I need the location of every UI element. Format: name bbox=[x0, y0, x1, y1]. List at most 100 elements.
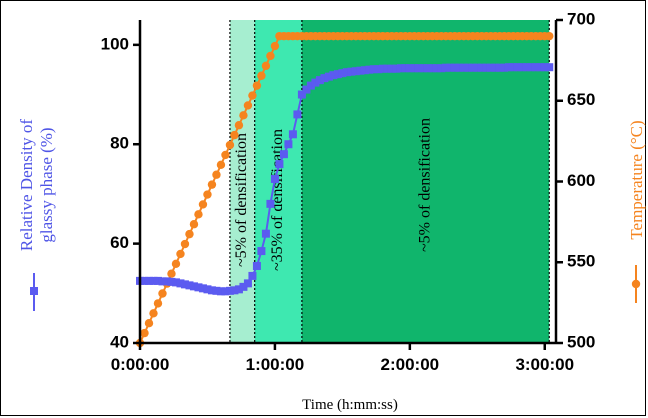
temperature-point bbox=[189, 220, 199, 229]
temperature-point bbox=[230, 130, 239, 140]
left-axis-title: Relative Density of glassy phase (%) bbox=[17, 119, 56, 252]
density-point bbox=[302, 85, 311, 94]
density-point bbox=[333, 70, 342, 79]
density-point bbox=[468, 63, 477, 72]
density-point bbox=[531, 63, 540, 72]
density-point bbox=[212, 286, 221, 295]
axis-labels: Time (h:mm:ss) Relative Density of glassy … bbox=[17, 119, 646, 413]
temperature-point bbox=[185, 229, 194, 239]
y-left-tick-label: 80 bbox=[110, 134, 129, 153]
x-axis-title: Time (h:mm:ss) bbox=[302, 397, 398, 413]
left-axis-title-line: Relative Density of bbox=[17, 119, 36, 252]
temperature-point bbox=[545, 31, 554, 41]
density-point bbox=[392, 64, 401, 73]
density-point bbox=[153, 276, 162, 285]
band-label-3: ~5% of densification bbox=[416, 118, 433, 252]
density-point bbox=[284, 140, 293, 149]
density-point bbox=[248, 271, 257, 280]
temperature-point bbox=[171, 259, 181, 269]
temperature-point bbox=[225, 140, 235, 150]
density-point bbox=[351, 67, 360, 76]
density-point bbox=[167, 277, 176, 286]
temperature-point bbox=[261, 61, 271, 71]
density-point bbox=[207, 286, 216, 295]
series-layer bbox=[135, 31, 554, 348]
density-point bbox=[387, 64, 396, 73]
temperature-point bbox=[180, 239, 190, 249]
density-point bbox=[252, 261, 261, 270]
temperature-point bbox=[158, 289, 167, 298]
density-point bbox=[504, 63, 513, 72]
density-point bbox=[401, 64, 410, 73]
density-point bbox=[437, 64, 446, 73]
density-point bbox=[500, 63, 509, 72]
density-point bbox=[369, 65, 378, 74]
temperature-point bbox=[153, 299, 163, 308]
density-point bbox=[234, 285, 243, 294]
density-point bbox=[162, 277, 171, 286]
density-point bbox=[194, 283, 203, 292]
density-point bbox=[225, 286, 234, 295]
density-point bbox=[149, 276, 158, 285]
density-point bbox=[527, 63, 536, 72]
band-label-1: ~5% of densification bbox=[233, 133, 250, 267]
density-point bbox=[176, 279, 185, 288]
density-point bbox=[378, 64, 387, 73]
x-tick-label: 0:00:00 bbox=[111, 355, 170, 374]
temperature-point bbox=[194, 210, 203, 219]
density-point bbox=[513, 63, 522, 72]
y-left-tick-label: 60 bbox=[110, 233, 129, 252]
density-point bbox=[158, 277, 167, 286]
density-point bbox=[306, 81, 315, 90]
density-point bbox=[459, 63, 468, 72]
temperature-point bbox=[257, 71, 266, 80]
density-point bbox=[495, 63, 504, 72]
temperature-point bbox=[212, 170, 221, 179]
density-point bbox=[360, 66, 369, 75]
temperature-point bbox=[234, 121, 244, 130]
density-point bbox=[216, 287, 225, 296]
density-point bbox=[342, 68, 351, 77]
density-point bbox=[315, 76, 324, 85]
right-axis-title: Temperature (°C) bbox=[627, 120, 646, 239]
y-right-tick-label: 600 bbox=[567, 171, 595, 190]
density-point bbox=[545, 63, 554, 72]
temperature-point bbox=[176, 249, 185, 259]
density-point bbox=[540, 63, 549, 72]
temperature-point bbox=[207, 180, 217, 189]
density-point bbox=[441, 63, 450, 72]
density-point bbox=[518, 63, 527, 72]
density-point bbox=[374, 65, 383, 74]
axes: 40 60 80 100 500 550 600 650 700 0:00:00 1:00:00 2:… bbox=[101, 9, 596, 374]
density-point bbox=[338, 69, 347, 78]
density-point bbox=[396, 64, 405, 73]
temperature-point bbox=[239, 111, 248, 120]
density-point bbox=[482, 63, 491, 72]
y-right-tick-label: 500 bbox=[567, 332, 595, 351]
y-right-tick-label: 700 bbox=[567, 9, 595, 28]
temperature-point bbox=[252, 81, 262, 90]
square-marker-icon bbox=[30, 287, 38, 295]
density-point bbox=[486, 63, 495, 72]
density-point bbox=[522, 63, 531, 72]
y-right-tick-label: 550 bbox=[567, 252, 595, 271]
density-point bbox=[414, 64, 423, 73]
density-point bbox=[536, 63, 545, 72]
density-point bbox=[509, 63, 518, 72]
y-left-tick-label: 40 bbox=[110, 332, 129, 351]
temperature-point bbox=[167, 269, 176, 278]
density-point bbox=[275, 160, 284, 169]
density-point bbox=[221, 287, 230, 296]
density-point bbox=[266, 199, 275, 208]
density-point bbox=[446, 63, 455, 72]
density-point bbox=[270, 175, 279, 184]
density-point bbox=[383, 64, 392, 73]
temperature-point bbox=[140, 328, 149, 338]
density-point bbox=[203, 285, 212, 294]
density-point bbox=[356, 66, 365, 75]
density-point bbox=[311, 78, 320, 87]
density-point bbox=[324, 72, 333, 81]
density-point bbox=[243, 279, 252, 288]
